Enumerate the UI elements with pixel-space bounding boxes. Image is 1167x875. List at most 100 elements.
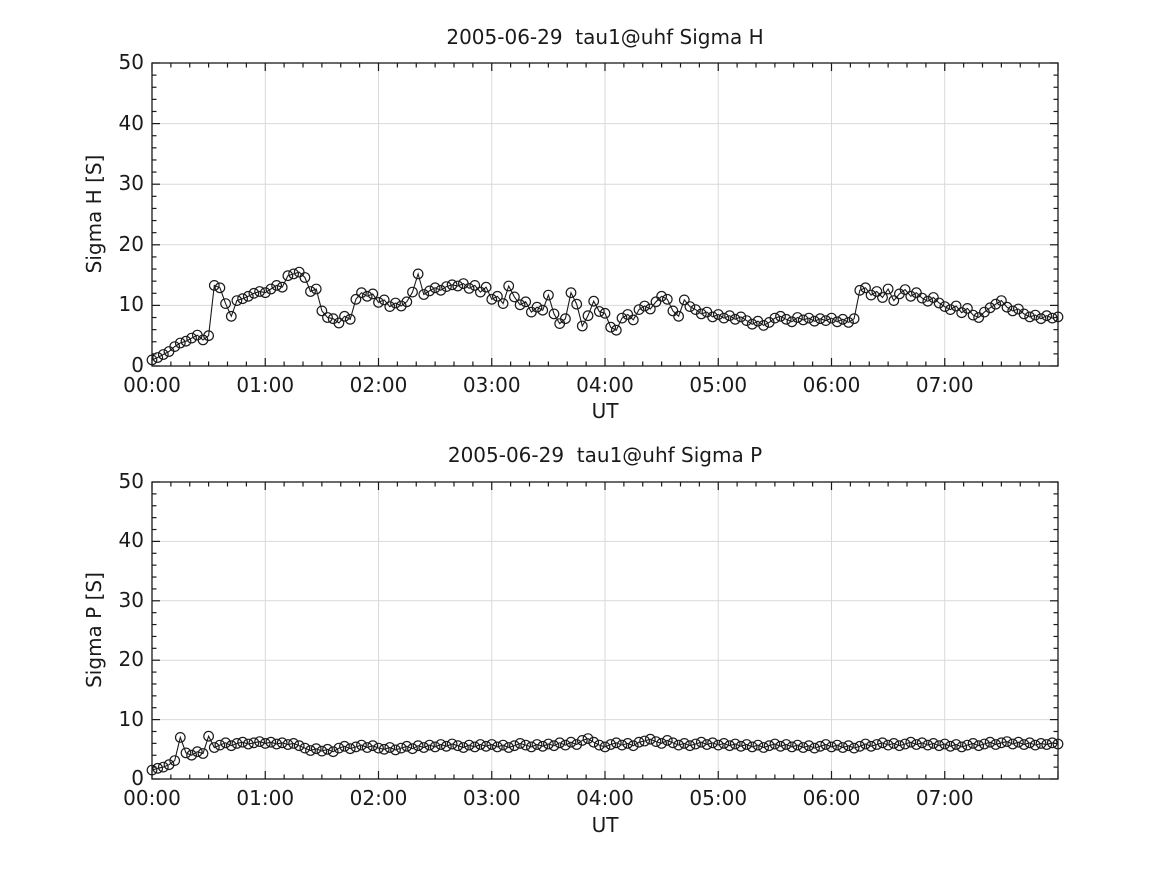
data-point-marker: [469, 741, 481, 753]
data-point-marker: [746, 741, 758, 753]
data-point-marker: [208, 280, 220, 291]
data-point-marker: [718, 312, 730, 324]
data-point-marker: [429, 282, 441, 294]
data-point-marker: [169, 755, 181, 766]
data-point-marker: [576, 735, 588, 746]
x-tick-label: 03:00: [462, 373, 521, 397]
data-point-marker: [390, 744, 401, 756]
data-point-marker: [593, 306, 605, 317]
data-point-marker: [186, 332, 198, 344]
data-point-marker: [984, 736, 996, 748]
data-point-marker: [503, 742, 515, 753]
data-point-marker: [605, 321, 617, 333]
data-point-marker: [242, 290, 254, 302]
data-point-marker: [424, 739, 435, 751]
data-point-marker: [497, 739, 509, 751]
data-point-marker: [271, 738, 283, 750]
data-point-marker: [174, 732, 186, 743]
data-point-marker: [412, 268, 424, 280]
data-point-marker: [639, 735, 650, 747]
data-point-marker: [152, 352, 164, 363]
data-point-marker: [848, 313, 860, 325]
data-point-marker: [809, 315, 820, 327]
plot-box: [151, 62, 1059, 367]
data-point-marker: [203, 730, 215, 742]
data-point-marker: [429, 741, 441, 753]
data-point-marker: [486, 739, 498, 750]
data-point-marker: [514, 299, 526, 311]
data-point-marker: [424, 285, 435, 297]
data-point-marker: [543, 289, 554, 301]
data-point-marker: [378, 743, 390, 755]
data-point-marker: [684, 301, 696, 313]
data-point-marker: [865, 740, 877, 752]
data-point-marker: [446, 279, 458, 291]
data-point-marker: [690, 738, 701, 750]
data-point-marker: [248, 287, 260, 299]
data-point-marker: [537, 304, 549, 316]
data-point-marker: [656, 290, 667, 302]
data-point-marker: [967, 309, 979, 321]
data-point-marker: [911, 739, 922, 750]
data-point-marker: [882, 739, 894, 751]
data-point-marker: [350, 741, 362, 753]
data-point-marker: [344, 743, 356, 755]
data-point-marker: [344, 313, 356, 325]
data-point-marker: [214, 739, 226, 751]
data-point-marker: [854, 740, 866, 752]
data-point-marker: [288, 738, 300, 749]
data-point-marker: [786, 741, 798, 753]
y-tick-label: 30: [118, 587, 144, 612]
data-point-marker: [322, 312, 333, 323]
data-point-marker: [809, 742, 820, 754]
data-point-marker: [509, 291, 520, 303]
data-point-marker: [288, 268, 300, 280]
data-point-marker: [650, 296, 662, 308]
data-point-marker: [820, 315, 832, 327]
data-point-marker: [571, 739, 583, 750]
data-point-marker: [548, 308, 560, 320]
data-point-marker: [871, 739, 883, 750]
data-point-marker: [1041, 739, 1053, 750]
data-point-marker: [1029, 739, 1041, 751]
data-point-marker: [928, 292, 939, 303]
data-point-marker: [1024, 737, 1036, 749]
x-tick-label: 05:00: [689, 373, 748, 397]
data-point-marker: [746, 318, 758, 330]
data-point-marker: [922, 295, 934, 307]
data-point-marker: [1007, 305, 1019, 317]
data-point-marker: [973, 740, 985, 752]
data-point-marker: [933, 297, 945, 309]
data-point-marker: [565, 736, 577, 748]
data-point-marker: [1013, 736, 1024, 748]
data-point-marker: [599, 741, 611, 753]
data-point-marker: [707, 737, 718, 749]
data-point-marker: [826, 741, 837, 753]
data-point-marker: [157, 349, 169, 360]
data-point-marker: [231, 295, 243, 307]
data-point-marker: [962, 739, 973, 751]
data-point-marker: [956, 741, 968, 753]
data-point-marker: [996, 295, 1007, 307]
data-point-marker: [412, 740, 424, 752]
data-point-marker: [803, 312, 815, 324]
data-point-marker: [435, 284, 447, 296]
data-point-marker: [661, 293, 673, 305]
data-point-marker: [950, 300, 962, 312]
data-point-marker: [622, 309, 634, 320]
x-tick-label: 02:00: [349, 786, 408, 810]
data-point-marker: [531, 739, 543, 750]
data-point-marker: [769, 738, 781, 750]
data-point-marker: [441, 281, 452, 293]
data-point-marker: [571, 298, 583, 310]
data-point-marker: [945, 740, 956, 752]
data-series-line: [151, 734, 1059, 771]
data-point-marker: [197, 748, 209, 759]
data-point-marker: [962, 303, 973, 314]
subplot-2: [146, 481, 1064, 780]
plot2-title: 2005-06-29 tau1@uhf Sigma P: [447, 443, 763, 467]
data-point-marker: [871, 286, 883, 297]
data-point-marker: [877, 292, 888, 303]
data-point-marker: [644, 303, 656, 315]
data-point-marker: [928, 738, 939, 749]
